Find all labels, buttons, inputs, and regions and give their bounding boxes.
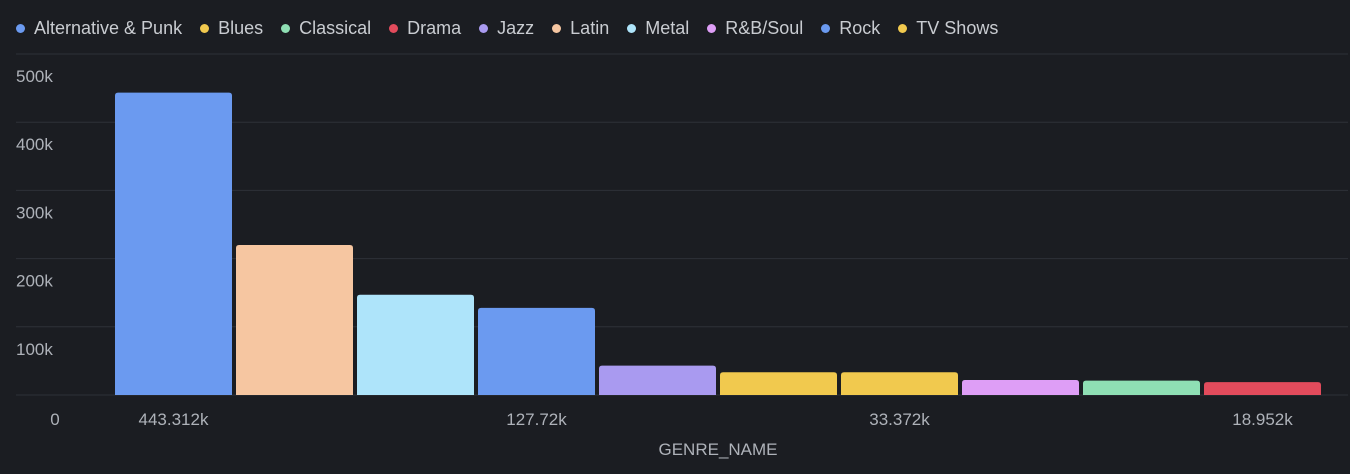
y-axis-ticks: 0 100k 200k 300k 400k 500k: [16, 67, 60, 429]
bars: [115, 92, 1321, 395]
legend-dot-icon: [821, 23, 831, 33]
legend-dot-icon: [479, 23, 489, 33]
bar-alternative-and-punk[interactable]: [478, 307, 595, 395]
legend-dot-icon: [552, 23, 562, 33]
legend-dot-icon: [627, 23, 637, 33]
bar-latin[interactable]: [236, 244, 353, 395]
legend-dot-icon: [389, 23, 399, 33]
bar-metal[interactable]: [357, 294, 474, 395]
y-tick-label: 200k: [16, 272, 53, 291]
legend-item-latin[interactable]: Latin: [552, 18, 609, 39]
legend-item-randb-soul[interactable]: R&B/Soul: [707, 18, 803, 39]
legend-label: Metal: [645, 17, 690, 38]
legend-label: Latin: [570, 17, 610, 38]
legend-dot-icon: [281, 23, 291, 33]
legend-dot-icon: [16, 23, 25, 33]
y-tick-label: 300k: [16, 203, 53, 222]
legend-dot-icon: [200, 23, 210, 33]
x-tick-label: 33.372k: [869, 410, 930, 429]
chart-legend: Alternative & Punk Blues Classical Drama Jaz…: [16, 16, 998, 40]
legend-dot-icon: [707, 23, 717, 33]
legend-label: Blues: [218, 17, 264, 38]
legend-item-metal[interactable]: Metal: [627, 18, 689, 39]
x-tick-label: 127.72k: [506, 410, 567, 429]
y-tick-label: 100k: [16, 340, 53, 359]
y-tick-label: 0: [50, 410, 59, 429]
legend-label: Alternative & Punk: [34, 17, 183, 38]
legend-item-tv-shows[interactable]: TV Shows: [898, 18, 998, 39]
x-axis-title: GENRE_NAME: [658, 440, 777, 459]
legend-item-drama[interactable]: Drama: [389, 18, 461, 39]
bar-jazz[interactable]: [599, 365, 716, 395]
legend-item-classical[interactable]: Classical: [281, 18, 371, 39]
bar-rock[interactable]: [115, 92, 232, 395]
legend-item-jazz[interactable]: Jazz: [479, 18, 534, 39]
legend-label: Rock: [839, 17, 881, 38]
legend-label: Drama: [407, 17, 462, 38]
legend-label: Jazz: [497, 17, 535, 38]
x-tick-label: 18.952k: [1232, 410, 1293, 429]
legend-label: R&B/Soul: [725, 17, 804, 38]
x-tick-label: 443.312k: [139, 410, 209, 429]
bar-classical[interactable]: [1083, 380, 1200, 395]
legend-item-rock[interactable]: Rock: [821, 18, 880, 39]
y-tick-label: 500k: [16, 67, 53, 86]
bar-blues[interactable]: [720, 372, 837, 395]
legend-label: TV Shows: [916, 17, 999, 38]
y-tick-label: 400k: [16, 135, 53, 154]
bar-drama[interactable]: [1204, 382, 1321, 395]
legend-dot-icon: [898, 23, 908, 33]
legend-label: Classical: [299, 17, 372, 38]
bar-randb-soul[interactable]: [962, 379, 1079, 395]
legend-item-alternative-and-punk[interactable]: Alternative & Punk: [16, 18, 182, 39]
x-axis-ticks: 443.312k 127.72k 33.372k 18.952k: [139, 410, 1294, 429]
legend-item-blues[interactable]: Blues: [200, 18, 263, 39]
bar-tv-shows[interactable]: [841, 372, 958, 395]
